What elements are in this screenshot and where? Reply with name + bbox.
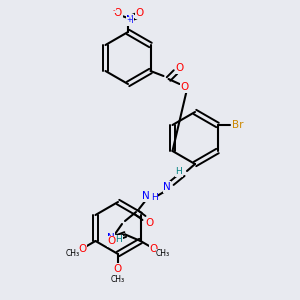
Text: CH₃: CH₃ <box>66 250 80 259</box>
Text: O: O <box>149 244 158 254</box>
Text: H: H <box>116 236 122 244</box>
Text: N: N <box>107 233 115 243</box>
Text: O: O <box>114 264 122 274</box>
Text: N: N <box>126 15 134 25</box>
Text: O: O <box>78 244 87 254</box>
Text: O: O <box>145 218 153 228</box>
Text: -: - <box>113 7 115 13</box>
Text: Br: Br <box>232 120 243 130</box>
Text: N: N <box>163 182 171 192</box>
Text: H: H <box>151 194 158 202</box>
Text: +: + <box>126 17 132 23</box>
Text: O: O <box>180 82 189 92</box>
Text: CH₃: CH₃ <box>111 275 125 284</box>
Text: O: O <box>114 8 122 18</box>
Text: N: N <box>142 191 150 201</box>
Text: O: O <box>107 236 116 247</box>
Text: H: H <box>176 167 182 176</box>
Text: CH₃: CH₃ <box>156 250 170 259</box>
Text: O: O <box>176 63 184 73</box>
Text: O: O <box>136 8 144 18</box>
